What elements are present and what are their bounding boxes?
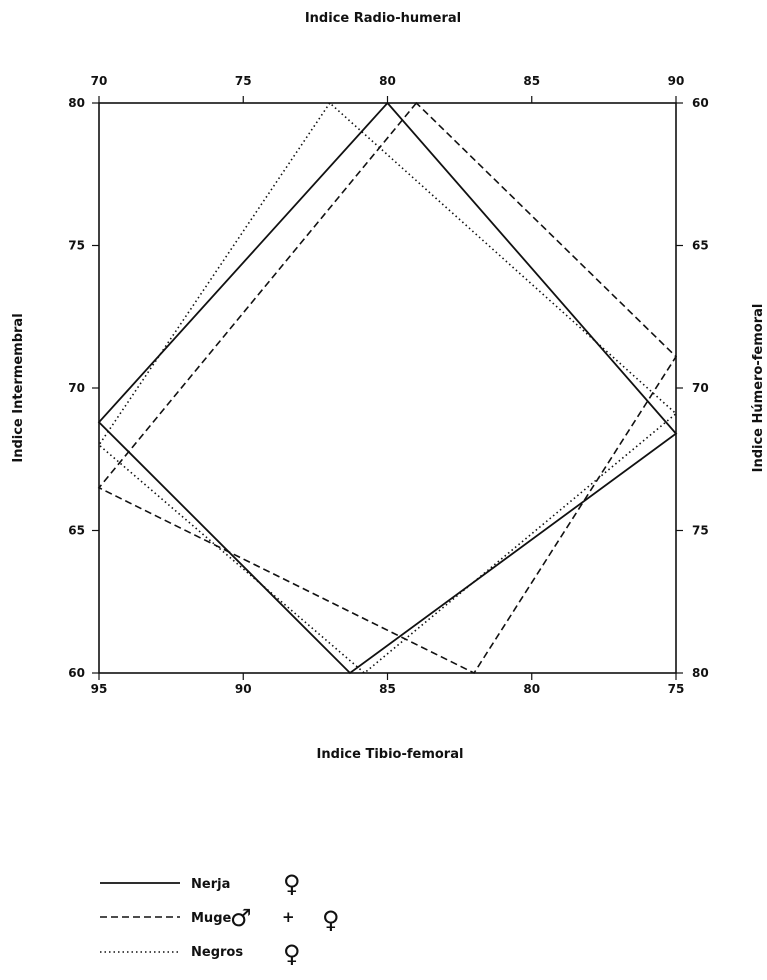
female-symbol-icon: ♀ xyxy=(322,906,340,934)
bottom-tick-label: 85 xyxy=(379,682,396,696)
series-polygon-muge xyxy=(97,101,678,675)
bottom-tick-label: 90 xyxy=(235,682,252,696)
top-tick-label: 85 xyxy=(523,74,540,88)
right-tick-label: 80 xyxy=(692,666,709,680)
left-axis-title: Indice Intermembral xyxy=(11,313,26,462)
right-tick-label: 60 xyxy=(692,96,709,110)
legend-plus-sign: + xyxy=(282,908,295,926)
series-layer xyxy=(97,101,678,675)
bottom-axis-title: Indice Tibio-femoral xyxy=(317,747,464,762)
top-tick-label: 90 xyxy=(668,74,685,88)
bottom-tick-label: 80 xyxy=(523,682,540,696)
left-tick-label: 60 xyxy=(68,666,85,680)
top-tick-label: 80 xyxy=(379,74,396,88)
male-symbol-icon: ♂ xyxy=(230,904,252,932)
left-tick-label: 70 xyxy=(68,381,85,395)
plot-frame xyxy=(98,102,677,674)
top-axis-title: Indice Radio-humeral xyxy=(305,11,461,26)
legend-label-negros: Negros xyxy=(191,945,243,960)
left-tick-label: 80 xyxy=(68,96,85,110)
legend: Nerja ♀ Muge ♂ + ♀ Negros ♀ xyxy=(100,870,340,968)
top-tick-label: 70 xyxy=(91,74,108,88)
female-symbol-icon: ♀ xyxy=(283,870,301,898)
bottom-tick-label: 95 xyxy=(91,682,108,696)
right-tick-label: 65 xyxy=(692,239,709,253)
top-tick-label: 75 xyxy=(235,74,252,88)
female-symbol-icon: ♀ xyxy=(283,940,301,968)
left-tick-label: 65 xyxy=(68,524,85,538)
series-polygon-negros xyxy=(97,101,678,675)
right-tick-label: 70 xyxy=(692,381,709,395)
legend-label-nerja: Nerja xyxy=(191,877,230,892)
right-axis-title: Indice Húmero-femoral xyxy=(751,304,766,473)
left-tick-label: 75 xyxy=(68,239,85,253)
legend-label-muge: Muge xyxy=(191,911,231,926)
series-polygon-nerja xyxy=(97,101,678,675)
bottom-tick-label: 75 xyxy=(668,682,685,696)
right-tick-label: 75 xyxy=(692,524,709,538)
ticks-layer: 70 75 80 85 90 95 90 85 80 75 80 75 70 65 60 60 65 70 75 80 xyxy=(68,74,708,696)
